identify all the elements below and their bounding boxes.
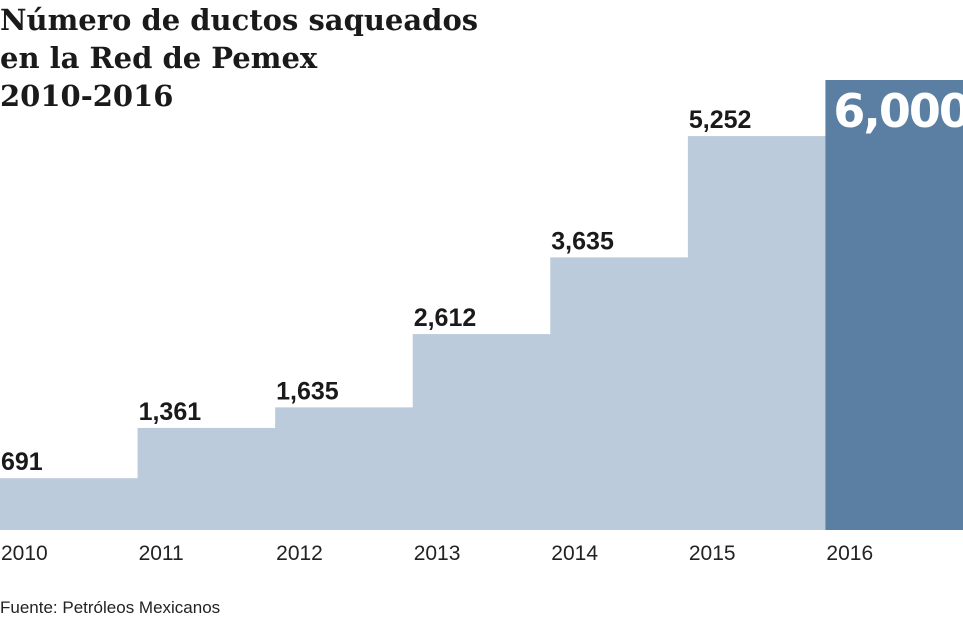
value-label: 6,000 bbox=[833, 84, 963, 138]
value-label: 5,252 bbox=[689, 106, 752, 134]
value-label: 3,635 bbox=[551, 227, 614, 255]
bar bbox=[137, 427, 276, 530]
x-tick-label: 2012 bbox=[276, 542, 323, 565]
x-tick-label: 2011 bbox=[139, 542, 184, 565]
bar bbox=[687, 136, 826, 530]
value-label: 691 bbox=[1, 448, 43, 476]
chart-title: en la Red de Pemex bbox=[0, 41, 318, 75]
chart-title: 2010-2016 bbox=[0, 79, 173, 113]
value-label: 2,612 bbox=[414, 304, 477, 332]
source-note: Fuente: Petróleos Mexicanos bbox=[0, 598, 220, 617]
chart-title: Número de ductos saqueados bbox=[0, 3, 478, 37]
x-tick-label: 2015 bbox=[689, 542, 736, 565]
value-label: 1,635 bbox=[276, 377, 339, 405]
x-tick-label: 2014 bbox=[551, 542, 598, 565]
value-label: 1,361 bbox=[139, 398, 202, 426]
bar bbox=[550, 257, 689, 530]
x-tick-label: 2013 bbox=[414, 542, 461, 565]
bar bbox=[0, 478, 139, 530]
bar bbox=[275, 407, 414, 530]
x-tick-label: 2016 bbox=[826, 542, 873, 565]
x-tick-label: 2010 bbox=[1, 542, 48, 565]
bar bbox=[825, 80, 963, 530]
bar bbox=[412, 334, 551, 530]
